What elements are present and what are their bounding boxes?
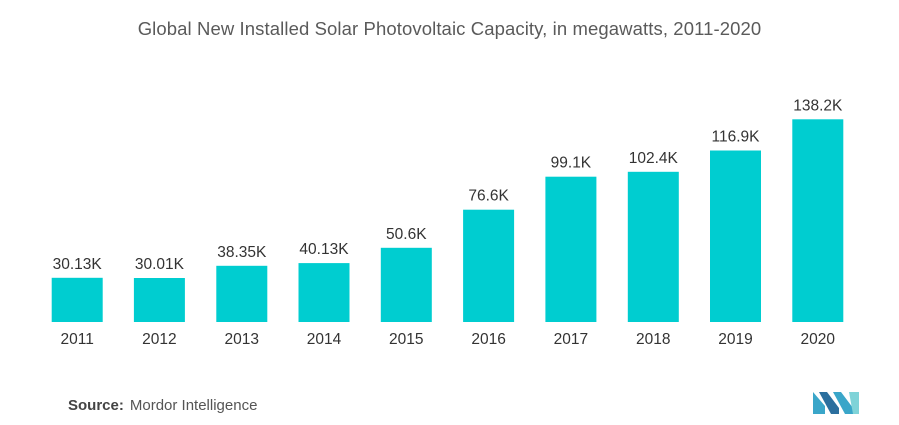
bar-2019 — [710, 150, 761, 322]
source-label: Source: — [68, 397, 124, 414]
bar-2015 — [380, 247, 432, 322]
bars-layer — [51, 119, 844, 322]
value-label-2013: 38.35K — [217, 244, 267, 261]
chart-title: Global New Installed Solar Photovoltaic … — [137, 18, 762, 39]
value-label-2016: 76.6K — [468, 188, 509, 205]
value-label-2015: 50.6K — [386, 226, 427, 243]
value-label-2019: 116.9K — [712, 129, 761, 146]
x-tick-2014: 2014 — [307, 331, 342, 348]
bar-2017 — [545, 176, 597, 322]
source-note: Source: Mordor Intelligence — [68, 397, 257, 414]
value-label-2017: 99.1K — [551, 155, 592, 172]
source-text: Mordor Intelligence — [129, 397, 258, 414]
bar-2016 — [463, 209, 515, 322]
x-tick-2015: 2015 — [389, 331, 423, 348]
x-tick-2013: 2013 — [225, 331, 259, 348]
value-label-2020: 138.2K — [793, 97, 843, 114]
bar-2018 — [627, 171, 679, 322]
x-tick-2011: 2011 — [61, 331, 94, 348]
value-label-2012: 30.01K — [135, 256, 185, 273]
bar-2012 — [133, 278, 185, 322]
x-tick-2020: 2020 — [801, 331, 836, 348]
bar-2014 — [298, 263, 350, 322]
mordor-intelligence-logo — [813, 392, 859, 414]
bar-2013 — [216, 265, 268, 322]
value-label-2018: 102.4K — [629, 150, 679, 167]
x-tick-2012: 2012 — [142, 331, 176, 348]
x-tick-2019: 2019 — [718, 331, 752, 348]
value-label-2011: 30.13K — [53, 256, 103, 273]
bar-2020 — [792, 119, 844, 322]
x-tick-2018: 2018 — [636, 331, 670, 348]
x-axis-tick-labels: 2011 2012 2013 2014 2015 2016 2017 2018 2019 2020 — [61, 331, 836, 348]
x-tick-2016: 2016 — [471, 331, 505, 348]
value-labels-layer: 30.13K 30.01K 38.35K 40.13K 50.6K 76.6K 99.1K 1… — [53, 97, 843, 273]
bar-2011 — [51, 277, 103, 322]
x-tick-2017: 2017 — [554, 331, 588, 348]
value-label-2014: 40.13K — [299, 241, 349, 258]
